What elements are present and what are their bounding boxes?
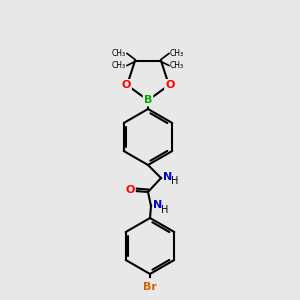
Text: O: O xyxy=(125,185,135,195)
Text: O: O xyxy=(122,80,131,90)
Text: Br: Br xyxy=(143,282,157,292)
Text: B: B xyxy=(144,95,152,105)
Text: N: N xyxy=(153,200,162,210)
Text: H: H xyxy=(171,176,178,186)
Text: N: N xyxy=(163,172,172,182)
Text: CH₃: CH₃ xyxy=(170,49,184,58)
Text: CH₃: CH₃ xyxy=(112,49,126,58)
Text: CH₃: CH₃ xyxy=(170,61,184,70)
Text: H: H xyxy=(161,205,168,215)
Text: O: O xyxy=(165,80,175,90)
Text: CH₃: CH₃ xyxy=(112,61,126,70)
